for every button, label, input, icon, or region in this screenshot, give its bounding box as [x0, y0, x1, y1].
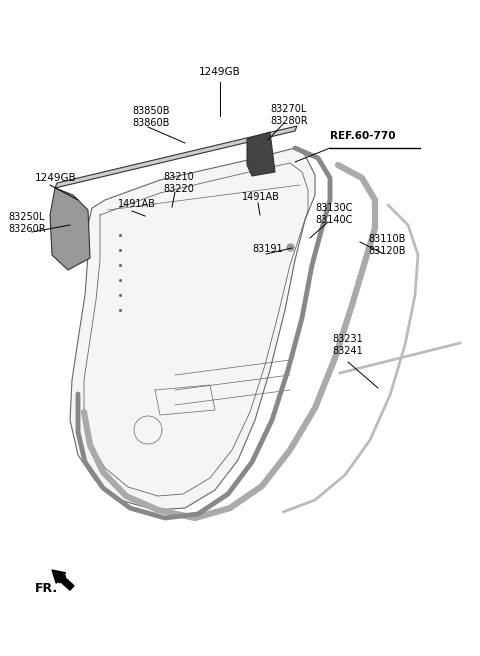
Polygon shape — [70, 148, 315, 510]
Text: 83850B
83860B: 83850B 83860B — [132, 106, 169, 128]
Text: 1491AB: 1491AB — [118, 199, 156, 209]
Text: REF.60-770: REF.60-770 — [330, 131, 396, 141]
Text: 83130C
83140C: 83130C 83140C — [315, 203, 352, 225]
Polygon shape — [55, 126, 297, 188]
Polygon shape — [50, 188, 90, 270]
Text: 83210
83220: 83210 83220 — [163, 172, 194, 194]
Text: 1491AB: 1491AB — [242, 192, 280, 202]
Text: 83250L
83260R: 83250L 83260R — [8, 212, 46, 234]
FancyArrow shape — [52, 570, 74, 590]
Text: FR.: FR. — [35, 582, 58, 595]
Polygon shape — [247, 132, 275, 176]
Text: 83231
83241: 83231 83241 — [332, 334, 363, 356]
Text: 1249GB: 1249GB — [199, 67, 241, 77]
Text: 83270L
83280R: 83270L 83280R — [270, 104, 308, 126]
Text: 1249GB: 1249GB — [35, 173, 77, 183]
Text: 83191: 83191 — [252, 244, 283, 254]
Text: 83110B
83120B: 83110B 83120B — [368, 234, 406, 256]
